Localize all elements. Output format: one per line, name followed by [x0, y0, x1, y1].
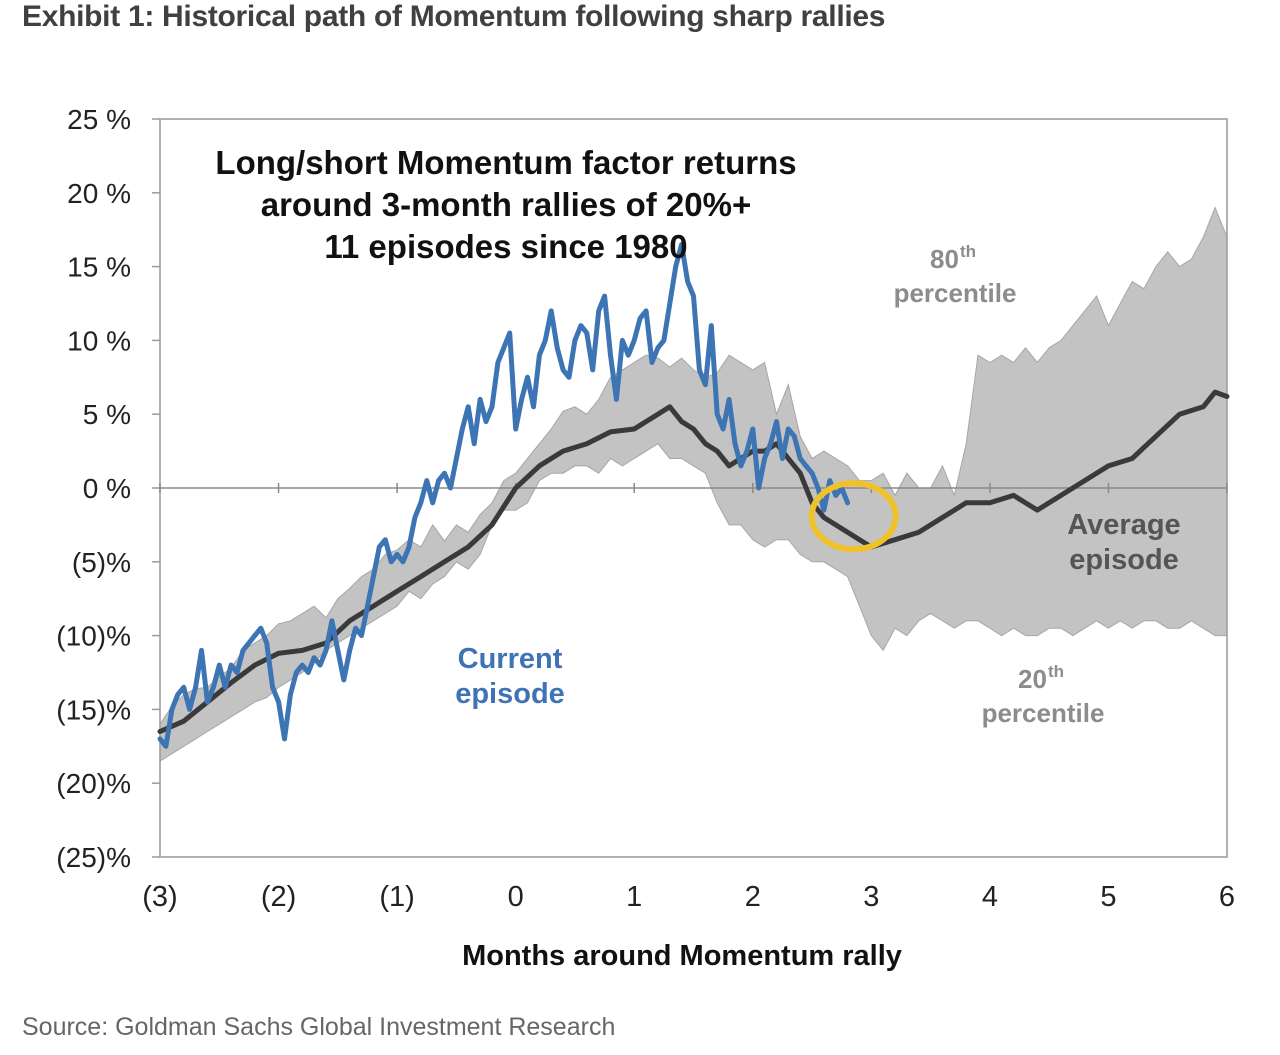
inset-title-line-3: 11 episodes since 1980: [324, 228, 687, 265]
y-tick-label: (5)%: [72, 547, 131, 578]
label-80th-word: percentile: [894, 278, 1017, 308]
y-tick-label: 25 %: [67, 104, 131, 135]
label-average-line-2: episode: [1069, 544, 1179, 576]
highlight-circle: [808, 480, 899, 553]
y-tick-label: (15)%: [56, 694, 131, 725]
label-current-line-1: Current: [458, 643, 563, 675]
y-tick-label: (10)%: [56, 621, 131, 652]
label-20th-number: 20: [1018, 664, 1047, 694]
label-average-episode: Average episode: [1067, 509, 1180, 576]
y-tick-label: (25)%: [56, 842, 131, 873]
y-tick-label: 20 %: [67, 178, 131, 209]
average-episode-line: [157, 389, 1230, 734]
inset-title: Long/short Momentum factor returns aroun…: [215, 144, 796, 265]
x-tick-label: (1): [379, 881, 414, 913]
x-tick-label: 4: [982, 881, 998, 913]
x-tick-label: 1: [626, 881, 642, 913]
x-tick-label: 2: [745, 881, 761, 913]
y-tick-label: 0 %: [83, 473, 131, 504]
label-current-line-2: episode: [455, 678, 565, 710]
label-80th-suffix: th: [960, 242, 976, 261]
inset-title-line-2: around 3-month rallies of 20%+: [261, 186, 752, 223]
x-tick-label: (2): [261, 881, 296, 913]
source-note: Source: Goldman Sachs Global Investment …: [22, 1013, 616, 1041]
x-axis-title: Months around Momentum rally: [462, 940, 902, 972]
y-tick-label: (20)%: [56, 768, 131, 799]
x-tick-label: 0: [508, 881, 524, 913]
axis-layer: 25 % 20 % 15 % 10 % 5 % 0 % (5)% (10)% (15)% (20)…: [56, 104, 1235, 913]
momentum-chart: 25 % 20 % 15 % 10 % 5 % 0 % (5)% (10)% (15)% (20)…: [56, 104, 1235, 972]
exhibit-title: Exhibit 1: Historical path of Momentum f…: [22, 0, 886, 33]
current-episode-layer: [157, 242, 851, 749]
label-20th-word: percentile: [982, 698, 1105, 728]
x-tick-label: 5: [1100, 881, 1116, 913]
x-tick-label: 6: [1219, 881, 1235, 913]
label-20th-percentile: 20 th percentile: [982, 662, 1105, 728]
x-tick-label: 3: [863, 881, 879, 913]
label-80th-percentile: 80 th percentile: [894, 242, 1017, 308]
y-tick-label: 10 %: [67, 325, 131, 356]
label-80th-number: 80: [930, 244, 959, 274]
label-average-line-1: Average: [1067, 509, 1180, 541]
inset-title-line-1: Long/short Momentum factor returns: [215, 144, 796, 181]
label-current-episode: Current episode: [455, 643, 565, 710]
label-20th-suffix: th: [1048, 662, 1064, 681]
x-tick-label: (3): [142, 881, 177, 913]
average-episode-layer: [157, 389, 1230, 734]
highlight-layer: [808, 480, 899, 553]
y-tick-label: 15 %: [67, 252, 131, 283]
y-tick-label: 5 %: [83, 399, 131, 430]
current-episode-line: [157, 242, 851, 749]
